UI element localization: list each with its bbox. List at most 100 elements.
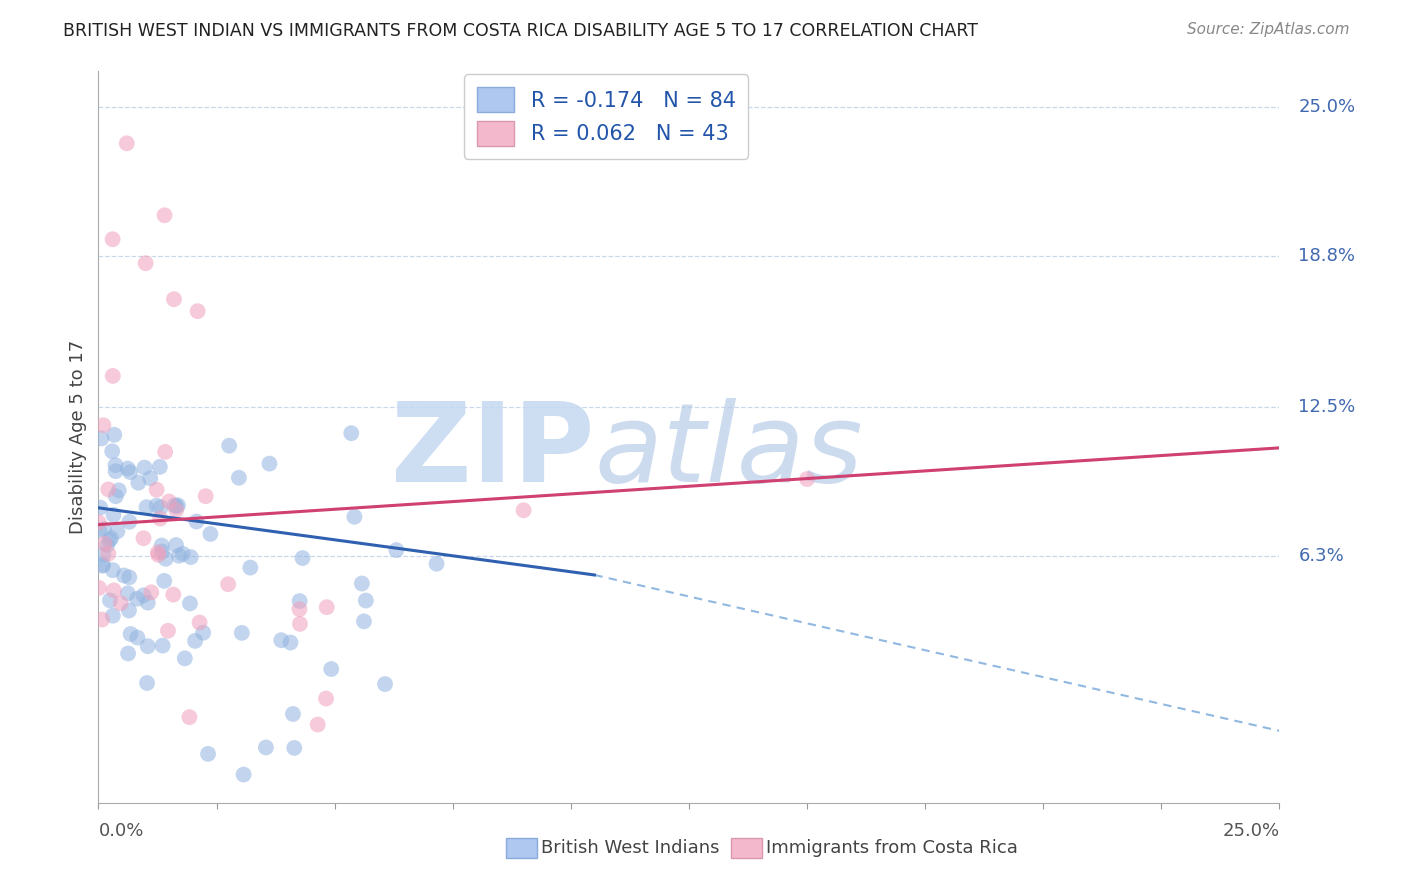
Point [105,524,128,539]
Point [254,740,277,755]
Point [150,544,173,558]
Point [104,464,127,478]
Point [153,574,176,588]
Point [291,551,314,566]
Point [120,627,142,641]
Point [157,494,180,508]
Point [156,624,179,638]
Point [350,576,373,591]
Legend: R = -0.174   N = 84, R = 0.062   N = 43: R = -0.174 N = 84, R = 0.062 N = 43 [464,74,748,159]
Point [117,647,139,661]
Point [167,499,190,513]
Point [91,558,114,572]
Point [139,471,162,485]
Point [103,508,125,522]
Point [101,608,124,623]
Point [115,136,138,151]
Point [136,639,159,653]
Point [89,524,111,538]
Point [93,522,115,536]
Point [374,677,396,691]
Text: Immigrants from Costa Rica: Immigrants from Costa Rica [766,839,1018,857]
Text: 25.0%: 25.0% [1298,98,1355,116]
Point [231,626,253,640]
Text: 18.8%: 18.8% [1298,247,1355,265]
Point [118,570,141,584]
Point [145,499,167,513]
Point [173,651,195,665]
Point [283,740,305,755]
Point [200,527,222,541]
Point [191,625,214,640]
Point [146,545,169,559]
Point [149,500,172,515]
Point [315,691,337,706]
Point [132,588,155,602]
Text: 0.0%: 0.0% [98,822,143,840]
Point [93,536,115,550]
Point [101,232,124,246]
Point [107,483,129,498]
Point [270,633,292,648]
Point [120,465,142,479]
Point [96,538,118,552]
Point [184,633,207,648]
Point [163,292,186,306]
Point [135,500,157,515]
Point [101,368,124,383]
Point [87,581,110,595]
Point [186,515,208,529]
Point [91,558,114,573]
Point [136,676,159,690]
Point [340,426,363,441]
Point [89,500,111,515]
Point [385,543,408,558]
Y-axis label: Disability Age 5 to 17: Disability Age 5 to 17 [69,340,87,534]
Point [97,483,120,497]
Point [288,602,311,616]
Point [145,483,167,497]
Point [197,747,219,761]
Point [152,639,174,653]
Point [127,475,149,490]
Point [259,457,281,471]
Point [321,662,343,676]
Point [150,539,173,553]
Point [354,593,377,607]
Point [187,304,209,318]
Point [239,560,262,574]
Point [162,588,184,602]
Point [167,549,190,563]
Text: BRITISH WEST INDIAN VS IMMIGRANTS FROM COSTA RICA DISABILITY AGE 5 TO 17 CORRELA: BRITISH WEST INDIAN VS IMMIGRANTS FROM C… [63,22,979,40]
Point [172,547,194,561]
Point [135,256,157,270]
Point [87,516,110,530]
Point [90,431,112,445]
Text: British West Indians: British West Indians [541,839,720,857]
Point [103,427,125,442]
Point [136,596,159,610]
Point [426,557,449,571]
Point [127,591,149,606]
Point [97,547,120,561]
Point [232,767,254,781]
Point [153,445,176,459]
Point [153,208,176,222]
Point [141,585,163,599]
Text: 25.0%: 25.0% [1222,822,1279,840]
Point [288,616,311,631]
Point [112,568,135,582]
Point [163,499,186,513]
Point [796,472,818,486]
Point [353,615,375,629]
Point [110,596,132,610]
Text: ZIP: ZIP [391,398,595,505]
Point [228,471,250,485]
Point [117,461,139,475]
Point [288,594,311,608]
Point [117,586,139,600]
Point [104,458,127,473]
Point [118,515,141,529]
Point [93,548,115,562]
Point [148,548,170,562]
